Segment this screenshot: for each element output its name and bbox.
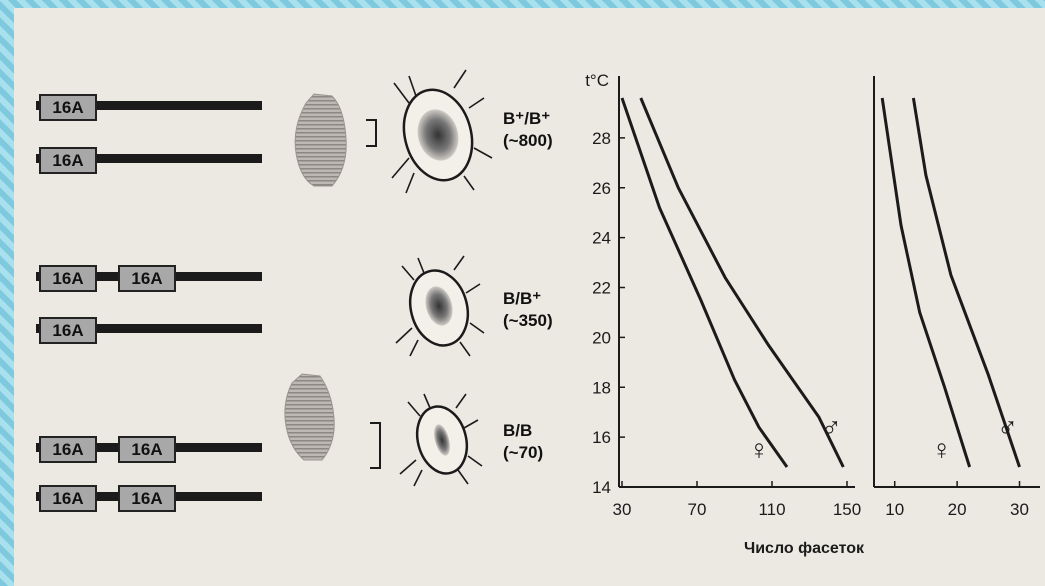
series-label-female: ♀ [749, 434, 770, 465]
series-line-male [639, 97, 845, 468]
y-axis-label: t°C [585, 71, 609, 90]
chromosome-bar [36, 154, 262, 163]
illustrations [284, 69, 493, 487]
x-tick-label: 150 [833, 500, 861, 519]
facet-count: (~800) [503, 131, 553, 150]
series-line-female [620, 97, 789, 468]
eye-drawing-large [391, 69, 493, 194]
genotype-label-heterozygote: B/B⁺ (~350) [503, 288, 553, 332]
locus-16a-box: 16A [39, 265, 97, 292]
locus-16a-box: 16A [39, 317, 97, 344]
locus-16a-box: 16A [118, 436, 176, 463]
y-tick-label: 20 [592, 328, 611, 347]
chromosome-bar [36, 324, 262, 333]
bracket [366, 119, 377, 147]
y-tick-label: 28 [592, 129, 611, 148]
y-tick-label: 18 [592, 378, 611, 397]
locus-16a-box: 16A [118, 485, 176, 512]
locus-16a-box: 16A [118, 265, 176, 292]
x-tick-label: 110 [758, 500, 785, 519]
facet-count: (~70) [503, 443, 544, 462]
facet-count: (~350) [503, 311, 553, 330]
genotype-label-homozygote: B/B (~70) [503, 420, 543, 464]
eye-drawing-medium [395, 255, 485, 357]
series-line-male [911, 97, 1021, 468]
y-tick-label: 24 [592, 229, 611, 248]
x-tick-label: 30 [613, 500, 632, 519]
y-tick-label: 16 [592, 428, 611, 447]
series-label-male: ♂ [821, 412, 842, 443]
page-scan: 16A 16A 16A 16A 16A 16A 16A 16A 16A [14, 8, 1045, 586]
genotype-name: B/B⁺ [503, 289, 542, 308]
series-label-female: ♀ [931, 434, 952, 465]
locus-16a-box: 16A [39, 436, 97, 463]
charts-svg: 14 16 18 20 22 24 26 28 t°C 30 70 110 150 ♀ ♂ 10 20 30 ♀ ♂ Ч… [585, 71, 1040, 557]
polytene-band-image [294, 93, 347, 187]
polytene-band-image [284, 373, 335, 461]
x-tick-label: 10 [885, 500, 904, 519]
locus-16a-box: 16A [39, 147, 97, 174]
y-tick-label: 22 [592, 279, 611, 298]
x-tick-label: 70 [688, 500, 707, 519]
bracket [370, 422, 381, 469]
locus-16a-box: 16A [39, 94, 97, 121]
locus-16a-box: 16A [39, 485, 97, 512]
y-tick-label: 26 [592, 179, 611, 198]
series-line-female [880, 97, 972, 468]
eye-drawing-small [399, 393, 483, 487]
genotype-name: B⁺/B⁺ [503, 109, 551, 128]
genotype-label-wildtype: B⁺/B⁺ (~800) [503, 108, 553, 152]
chromosome-bar [36, 101, 262, 110]
y-tick-label: 14 [592, 478, 611, 497]
x-tick-label: 20 [948, 500, 967, 519]
genotype-name: B/B [503, 421, 533, 440]
x-tick-label: 30 [1010, 500, 1029, 519]
x-axis-label: Число фасеток [744, 540, 865, 557]
series-label-male: ♂ [997, 412, 1018, 443]
